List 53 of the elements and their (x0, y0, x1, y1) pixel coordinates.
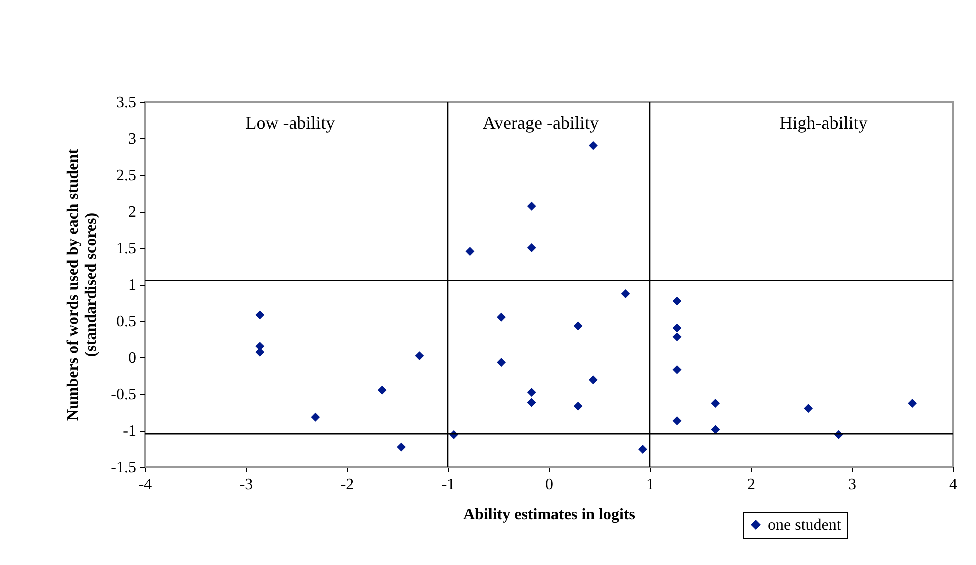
point (672, 324, 682, 333)
point (638, 445, 648, 454)
y-tick-label: 3 (128, 131, 136, 148)
y-tick-label: -1.5 (111, 460, 136, 476)
point (574, 322, 583, 331)
x-tick-label: 3 (848, 476, 856, 494)
point (804, 404, 814, 414)
point (588, 376, 598, 385)
point (497, 312, 506, 322)
point (711, 399, 720, 408)
point (311, 412, 320, 422)
x-tick-label: 0 (546, 476, 554, 494)
x-tick-label: -2 (340, 476, 354, 494)
y-tick-label: 1.5 (116, 240, 136, 258)
point (527, 398, 536, 408)
legend-label: one student (768, 517, 842, 534)
point (672, 416, 682, 426)
point (527, 202, 536, 211)
x-tick-label: -1 (442, 476, 456, 494)
x-tick-label: -4 (138, 476, 152, 494)
point (621, 290, 630, 298)
point (672, 296, 682, 306)
x-tick-label: 2 (748, 476, 756, 494)
x-tick-label: -3 (240, 476, 254, 494)
x-axis-title: Ability estimates in logits (464, 506, 636, 524)
annotation: Average -ability (482, 113, 599, 133)
annotation: High-ability (780, 113, 868, 133)
x-tick-label: 4 (950, 476, 958, 494)
y-tick-label: 1 (128, 277, 136, 294)
point (527, 388, 536, 398)
point (497, 358, 506, 368)
y-tick-label: 3.5 (116, 94, 136, 112)
point (466, 247, 475, 256)
annotation: Low -ability (246, 113, 336, 133)
y-tick-label: 0 (128, 350, 136, 367)
point (527, 244, 536, 252)
y-tick-label: 2.5 (116, 168, 136, 184)
y-tick-label: -0.5 (111, 386, 136, 404)
point (908, 399, 918, 408)
point (256, 310, 265, 320)
point (588, 141, 598, 150)
point (397, 442, 406, 452)
y-tick-label: 0.5 (116, 314, 136, 330)
point (711, 425, 720, 434)
point (672, 365, 682, 374)
y-tick-label: 2 (128, 204, 136, 221)
y-axis-title: Numbers of words used by each student (standardised scores) (65, 148, 100, 422)
point (378, 386, 387, 395)
y-tick-label: -1 (123, 423, 136, 440)
point (415, 352, 424, 361)
x-tick-label: 1 (646, 476, 654, 494)
point (574, 402, 583, 411)
point (672, 332, 682, 342)
